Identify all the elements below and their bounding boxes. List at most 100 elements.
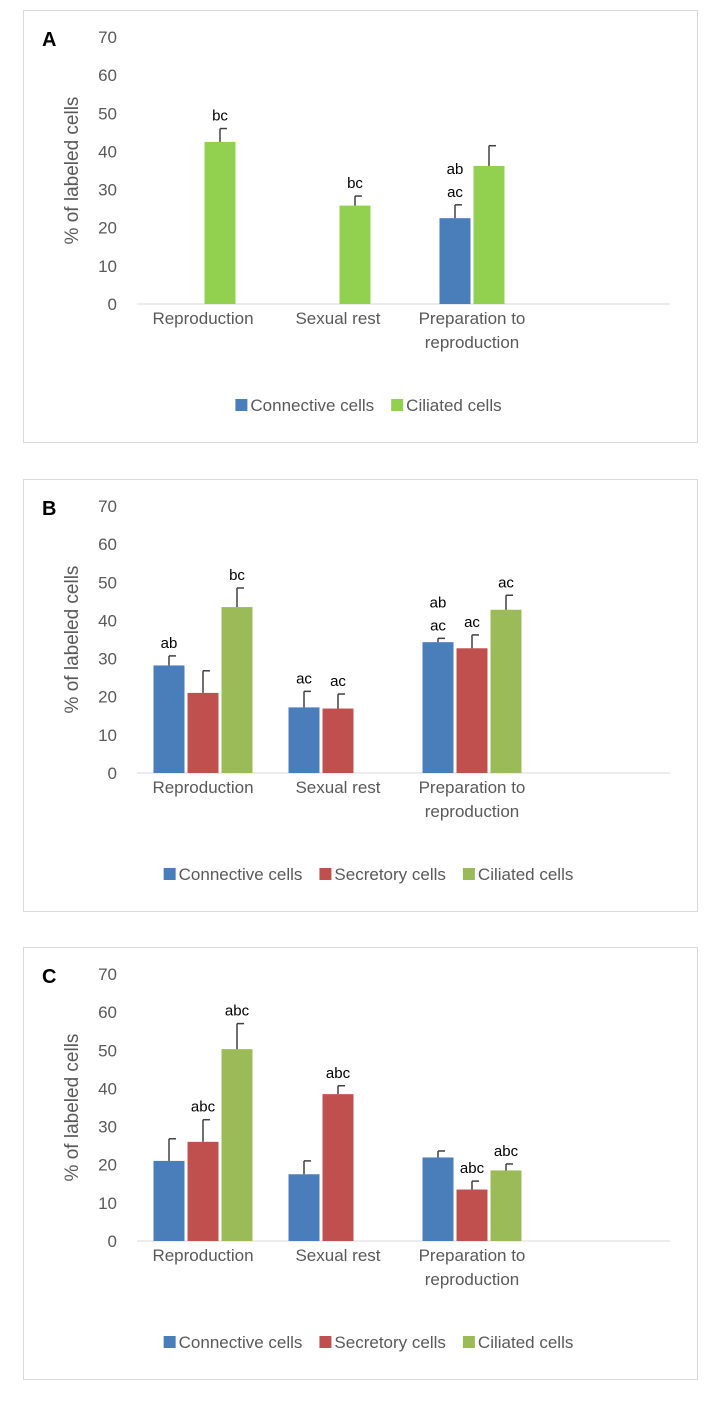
chart-b-legend: Connective cells Secretory cells Ciliated …: [163, 865, 573, 884]
chart-a-y-tick-label: 10: [98, 257, 117, 276]
chart-c-legend-label: Ciliated cells: [478, 1333, 573, 1352]
chart-a-bar: [204, 141, 236, 304]
chart-b-bar: [456, 648, 488, 773]
chart-a-legend-label: Connective cells: [250, 396, 374, 415]
chart-a-bar: [339, 205, 371, 304]
chart-c-panel-label: C: [42, 966, 56, 988]
chart-b-significance-label: bc: [229, 567, 245, 584]
chart-b-y-tick-label: 40: [98, 611, 117, 630]
chart-a-y-tick-label: 40: [98, 142, 117, 161]
chart-a-y-tick-label: 20: [98, 219, 117, 238]
chart-b-bar: [221, 607, 253, 773]
chart-c-significance-label: abc: [460, 1160, 485, 1177]
chart-c-y-tick-label: 30: [98, 1118, 117, 1137]
chart-a-category-label: reproduction: [425, 333, 520, 352]
chart-c-y-tick-label: 40: [98, 1079, 117, 1098]
chart-b-y-tick-label: 50: [98, 573, 117, 592]
chart-c-y-tick-label: 50: [98, 1041, 117, 1060]
chart-b-panel-label: B: [42, 498, 56, 520]
chart-b-y-tick-label: 20: [98, 688, 117, 707]
chart-a-y-tick-label: 70: [98, 28, 117, 47]
chart-a-significance-label: ac: [447, 184, 463, 201]
chart-b-y-tick-label: 70: [98, 497, 117, 516]
chart-a-bar: [473, 165, 505, 304]
chart-c-svg: C % of labeled cells 0 10 20 30 40 50 60 70 Reprod…: [42, 965, 670, 1352]
chart-c-category-label: Preparation to: [419, 1246, 526, 1265]
chart-c-bar: [422, 1157, 454, 1241]
chart-b-legend-swatch: [163, 868, 176, 880]
chart-c-bar: [153, 1160, 185, 1241]
chart-c-y-tick-label: 20: [98, 1156, 117, 1175]
chart-c-bar: [221, 1049, 253, 1241]
chart-a-significance-label: ab: [447, 161, 464, 178]
chart-panel-c: C % of labeled cells 0 10 20 30 40 50 60 70 Reprod…: [23, 947, 698, 1380]
chart-b-significance-label: ac: [464, 614, 480, 631]
chart-b-legend-label: Secretory cells: [334, 865, 445, 884]
chart-b-bar: [187, 692, 219, 773]
chart-c-y-tick-label: 70: [98, 965, 117, 984]
chart-c-legend-swatch: [163, 1336, 176, 1348]
chart-b-bar: [322, 708, 354, 773]
chart-a-svg: A % of labeled cells 0 10 20 30 40 50 60 70 Reprod…: [42, 28, 670, 415]
chart-panel-b: B % of labeled cells 0 10 20 30 40 50 60 70 Reprod…: [23, 479, 698, 912]
chart-a-category-label: Preparation to: [419, 309, 526, 328]
chart-b-svg: B % of labeled cells 0 10 20 30 40 50 60 70 Reprod…: [42, 497, 670, 884]
chart-b-legend-swatch: [462, 868, 475, 880]
chart-a-y-tick-label: 0: [108, 295, 117, 314]
chart-c-legend: Connective cells Secretory cells Ciliated …: [163, 1333, 573, 1352]
chart-a-y-axis-title: % of labeled cells: [62, 97, 83, 245]
chart-c-bar: [187, 1141, 219, 1241]
chart-a-y-tick-label: 30: [98, 181, 117, 200]
chart-b-bar: [153, 665, 185, 773]
chart-b-bar: [422, 642, 454, 773]
chart-a-category-label: Reproduction: [152, 309, 253, 328]
chart-a-legend-label: Ciliated cells: [406, 396, 501, 415]
chart-c-significance-label: abc: [326, 1065, 351, 1082]
chart-a-y-tick-label: 60: [98, 66, 117, 85]
chart-b-category-label: Preparation to: [419, 778, 526, 797]
chart-b-category-label: reproduction: [425, 802, 520, 821]
chart-c-y-axis-title: % of labeled cells: [62, 1034, 83, 1182]
chart-c-y-tick-label: 60: [98, 1003, 117, 1022]
chart-c-legend-label: Connective cells: [179, 1333, 303, 1352]
chart-b-bar: [490, 609, 522, 773]
chart-c-bar: [456, 1189, 488, 1241]
chart-c-legend-label: Secretory cells: [334, 1333, 445, 1352]
chart-b-legend-label: Connective cells: [179, 865, 303, 884]
chart-b-significance-label: ac: [330, 673, 346, 690]
chart-a-legend: Connective cells Ciliated cells: [235, 396, 502, 415]
chart-a-bar: [439, 218, 471, 304]
chart-c-significance-label: abc: [494, 1143, 519, 1160]
chart-b-y-axis-title: % of labeled cells: [62, 566, 83, 714]
chart-b-category-label: Reproduction: [152, 778, 253, 797]
chart-b-y-tick-label: 0: [108, 764, 117, 783]
chart-b-legend-label: Ciliated cells: [478, 865, 573, 884]
chart-a-legend-swatch: [235, 399, 248, 411]
chart-c-significance-label: abc: [191, 1099, 216, 1116]
chart-panel-a: A % of labeled cells 0 10 20 30 40 50 60 70 Reprod…: [23, 10, 698, 443]
chart-c-y-tick-label: 0: [108, 1232, 117, 1251]
chart-c-category-label: Reproduction: [152, 1246, 253, 1265]
chart-a-panel-label: A: [42, 29, 56, 51]
chart-c-y-tick-label: 10: [98, 1194, 117, 1213]
chart-a-category-label: Sexual rest: [295, 309, 380, 328]
chart-b-category-label: Sexual rest: [295, 778, 380, 797]
chart-b-y-tick-label: 60: [98, 535, 117, 554]
chart-b-y-tick-label: 10: [98, 726, 117, 745]
chart-c-significance-label: abc: [225, 1003, 250, 1020]
chart-b-bar: [288, 707, 320, 773]
chart-b-y-tick-label: 30: [98, 650, 117, 669]
chart-a-y-tick-label: 50: [98, 104, 117, 123]
chart-c-bar: [288, 1174, 320, 1241]
chart-a-significance-label: bc: [347, 175, 363, 192]
chart-c-bar: [490, 1170, 522, 1241]
chart-c-legend-swatch: [319, 1336, 332, 1348]
chart-c-legend-swatch: [462, 1336, 475, 1348]
chart-c-bar: [322, 1094, 354, 1241]
chart-b-significance-label: ac: [430, 617, 446, 634]
chart-c-category-label: Sexual rest: [295, 1246, 380, 1265]
chart-b-significance-label: ab: [161, 635, 178, 652]
chart-b-significance-label: ac: [498, 574, 514, 591]
chart-c-category-label: reproduction: [425, 1270, 520, 1289]
chart-b-significance-label: ab: [430, 594, 447, 611]
